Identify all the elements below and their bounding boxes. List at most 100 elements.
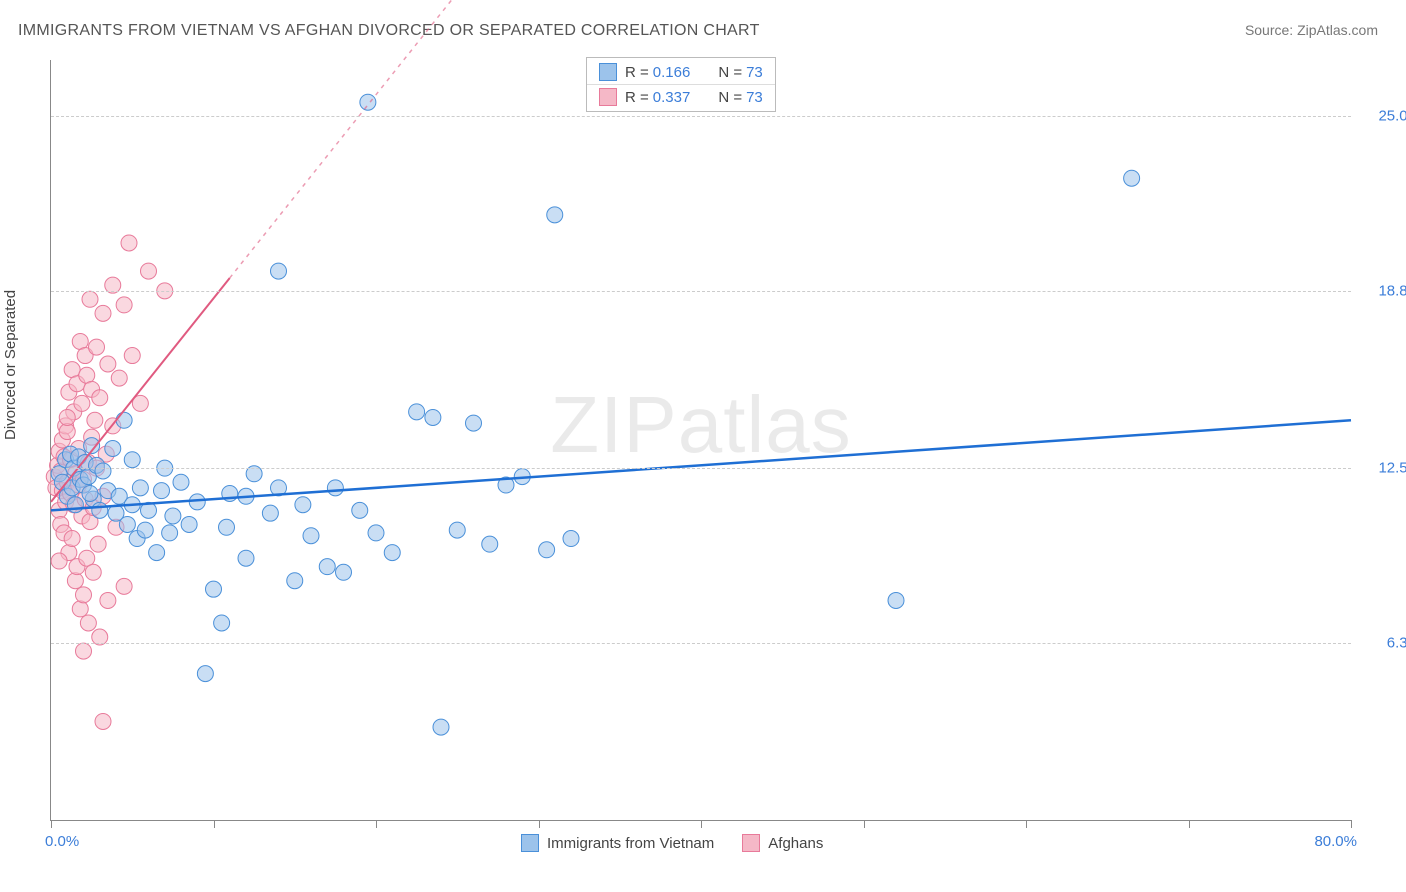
data-point xyxy=(79,367,95,383)
trendline xyxy=(51,420,1351,510)
data-point xyxy=(197,666,213,682)
data-point xyxy=(76,587,92,603)
data-point xyxy=(92,390,108,406)
correlation-legend: R = 0.166 N = 73 R = 0.337 N = 73 xyxy=(586,57,776,112)
chart-title: IMMIGRANTS FROM VIETNAM VS AFGHAN DIVORC… xyxy=(18,22,760,40)
data-point xyxy=(287,573,303,589)
data-point xyxy=(539,542,555,558)
data-point xyxy=(449,522,465,538)
n-value-afghans: 73 xyxy=(746,89,763,106)
data-point xyxy=(425,409,441,425)
data-point xyxy=(137,522,153,538)
data-point xyxy=(67,573,83,589)
data-point xyxy=(111,370,127,386)
gridline xyxy=(51,291,1351,292)
data-point xyxy=(319,559,335,575)
data-point xyxy=(132,480,148,496)
y-tick-label: 18.8% xyxy=(1361,282,1406,299)
data-point xyxy=(165,508,181,524)
y-tick-label: 6.3% xyxy=(1361,634,1406,651)
data-point xyxy=(76,643,92,659)
data-point xyxy=(154,483,170,499)
data-point xyxy=(214,615,230,631)
data-point xyxy=(79,550,95,566)
source-name: ZipAtlas.com xyxy=(1297,22,1378,38)
data-point xyxy=(64,362,80,378)
data-point xyxy=(303,528,319,544)
data-point xyxy=(116,412,132,428)
x-tick xyxy=(376,820,377,828)
data-point xyxy=(124,452,140,468)
data-point xyxy=(72,333,88,349)
data-point xyxy=(74,395,90,411)
gridline xyxy=(51,468,1351,469)
data-point xyxy=(409,404,425,420)
x-tick xyxy=(864,820,865,828)
swatch-afghans xyxy=(742,834,760,852)
data-point xyxy=(482,536,498,552)
data-point xyxy=(384,545,400,561)
data-point xyxy=(82,485,98,501)
data-point xyxy=(64,531,80,547)
legend-label-afghans: Afghans xyxy=(768,835,823,852)
legend-row-afghans: R = 0.337 N = 73 xyxy=(587,85,775,109)
data-point xyxy=(100,356,116,372)
data-point xyxy=(100,592,116,608)
swatch-afghans xyxy=(599,88,617,106)
data-point xyxy=(181,516,197,532)
legend-label-vietnam: Immigrants from Vietnam xyxy=(547,835,714,852)
legend-item-vietnam: Immigrants from Vietnam xyxy=(521,834,714,852)
data-point xyxy=(336,564,352,580)
data-point xyxy=(82,291,98,307)
x-axis-end-label: 80.0% xyxy=(1314,833,1357,850)
x-tick xyxy=(214,820,215,828)
data-point xyxy=(116,578,132,594)
data-point xyxy=(433,719,449,735)
data-point xyxy=(206,581,222,597)
data-point xyxy=(72,601,88,617)
trendline-extrapolated xyxy=(230,0,539,278)
n-prefix: N = xyxy=(718,64,742,81)
n-value-vietnam: 73 xyxy=(746,64,763,81)
data-point xyxy=(149,545,165,561)
data-point xyxy=(95,713,111,729)
data-point xyxy=(95,463,111,479)
source-attribution: Source: ZipAtlas.com xyxy=(1245,22,1378,38)
data-point xyxy=(95,305,111,321)
data-point xyxy=(119,516,135,532)
gridline xyxy=(51,116,1351,117)
data-point xyxy=(124,348,140,364)
x-axis-start-label: 0.0% xyxy=(45,833,79,850)
data-point xyxy=(368,525,384,541)
data-point xyxy=(67,497,83,513)
data-point xyxy=(105,440,121,456)
data-point xyxy=(141,263,157,279)
swatch-vietnam xyxy=(599,63,617,81)
data-point xyxy=(1124,170,1140,186)
n-prefix: N = xyxy=(718,89,742,106)
x-tick xyxy=(701,820,702,828)
r-prefix: R = xyxy=(625,64,649,81)
data-point xyxy=(121,235,137,251)
y-tick-label: 12.5% xyxy=(1361,460,1406,477)
data-point xyxy=(360,94,376,110)
data-point xyxy=(563,531,579,547)
data-point xyxy=(87,412,103,428)
data-point xyxy=(238,550,254,566)
x-tick xyxy=(51,820,52,828)
r-value-vietnam: 0.166 xyxy=(653,64,691,81)
data-point xyxy=(92,502,108,518)
data-point xyxy=(80,615,96,631)
x-tick xyxy=(1189,820,1190,828)
data-point xyxy=(466,415,482,431)
data-point xyxy=(327,480,343,496)
data-point xyxy=(162,525,178,541)
data-point xyxy=(352,502,368,518)
data-point xyxy=(271,263,287,279)
y-axis-label: Divorced or Separated xyxy=(2,290,19,440)
x-tick xyxy=(1026,820,1027,828)
r-value-afghans: 0.337 xyxy=(653,89,691,106)
data-point xyxy=(189,494,205,510)
legend-item-afghans: Afghans xyxy=(742,834,823,852)
y-tick-label: 25.0% xyxy=(1361,108,1406,125)
